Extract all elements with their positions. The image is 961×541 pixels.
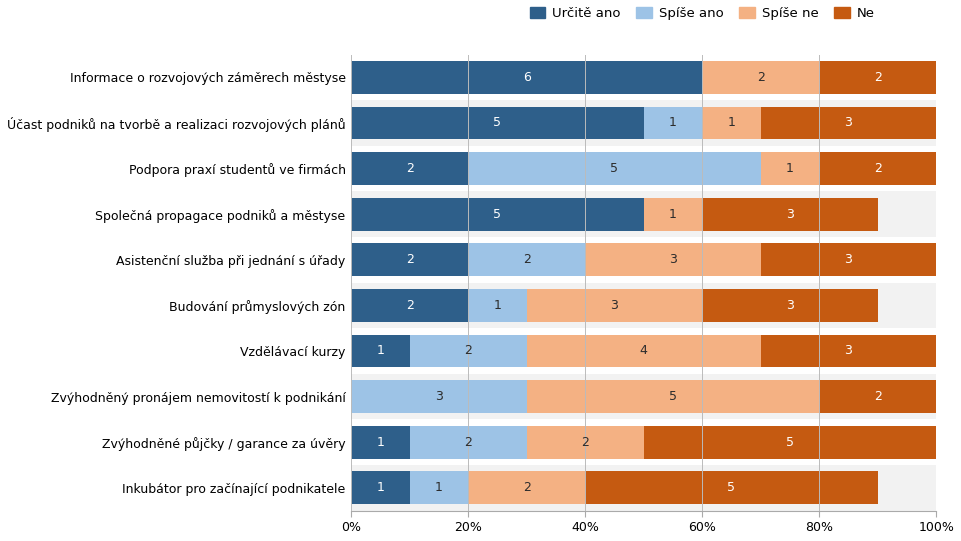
Text: 3: 3 [786, 208, 794, 221]
Text: 3: 3 [610, 299, 618, 312]
Text: 3: 3 [435, 390, 443, 403]
Bar [468, 289, 527, 322]
Text: 2: 2 [406, 299, 413, 312]
Text: 5: 5 [493, 208, 502, 221]
Bar [644, 197, 702, 230]
Bar [468, 243, 585, 276]
Text: 2: 2 [874, 390, 881, 403]
Bar [351, 289, 468, 322]
Bar [351, 237, 936, 282]
Text: 2: 2 [874, 162, 881, 175]
Text: 2: 2 [464, 345, 472, 358]
Bar [468, 471, 585, 504]
Bar [351, 107, 644, 140]
Bar [351, 61, 702, 94]
Bar [760, 107, 936, 140]
Text: 3: 3 [845, 116, 852, 129]
Text: 1: 1 [435, 481, 443, 494]
Text: 5: 5 [610, 162, 618, 175]
Text: 1: 1 [669, 208, 677, 221]
Bar [351, 328, 936, 374]
Bar [760, 152, 819, 185]
Bar [819, 61, 936, 94]
Bar [468, 152, 760, 185]
Text: 6: 6 [523, 71, 530, 84]
Bar [351, 100, 936, 146]
Text: 4: 4 [640, 345, 648, 358]
Bar [351, 192, 936, 237]
Text: 2: 2 [523, 253, 530, 266]
Bar [351, 471, 409, 504]
Text: 1: 1 [377, 345, 384, 358]
Bar [351, 426, 409, 459]
Bar [760, 243, 936, 276]
Bar [585, 243, 760, 276]
Bar [351, 465, 936, 511]
Text: 5: 5 [727, 481, 735, 494]
Text: 2: 2 [581, 436, 589, 448]
Text: 3: 3 [845, 253, 852, 266]
Bar [819, 380, 936, 413]
Text: 2: 2 [464, 436, 472, 448]
Text: 2: 2 [756, 71, 765, 84]
Bar [585, 471, 877, 504]
Bar [702, 289, 877, 322]
Bar [702, 61, 819, 94]
Bar [351, 334, 409, 367]
Bar [351, 374, 936, 419]
Bar [702, 197, 877, 230]
Bar [409, 426, 527, 459]
Text: 5: 5 [493, 116, 502, 129]
Text: 2: 2 [406, 253, 413, 266]
Text: 1: 1 [669, 116, 677, 129]
Text: 1: 1 [377, 481, 384, 494]
Bar [351, 55, 936, 100]
Text: 5: 5 [669, 390, 677, 403]
Text: 3: 3 [669, 253, 677, 266]
Bar [527, 426, 644, 459]
Text: 1: 1 [786, 162, 794, 175]
Bar [409, 471, 468, 504]
Text: 2: 2 [406, 162, 413, 175]
Text: 3: 3 [845, 345, 852, 358]
Bar [351, 152, 468, 185]
Bar [351, 419, 936, 465]
Legend: Určitě ano, Spíše ano, Spíše ne, Ne: Určitě ano, Spíše ano, Spíše ne, Ne [525, 2, 880, 25]
Text: 3: 3 [786, 299, 794, 312]
Bar [527, 334, 760, 367]
Bar [527, 380, 819, 413]
Bar [702, 107, 760, 140]
Bar [644, 426, 936, 459]
Text: 2: 2 [523, 481, 530, 494]
Bar [351, 197, 644, 230]
Bar [351, 243, 468, 276]
Text: 1: 1 [377, 436, 384, 448]
Bar [644, 107, 702, 140]
Text: 5: 5 [786, 436, 794, 448]
Bar [819, 152, 936, 185]
Text: 1: 1 [727, 116, 735, 129]
Bar [351, 380, 527, 413]
Bar [351, 146, 936, 192]
Text: 2: 2 [874, 71, 881, 84]
Bar [527, 289, 702, 322]
Bar [351, 282, 936, 328]
Bar [409, 334, 527, 367]
Text: 1: 1 [493, 299, 502, 312]
Bar [760, 334, 936, 367]
